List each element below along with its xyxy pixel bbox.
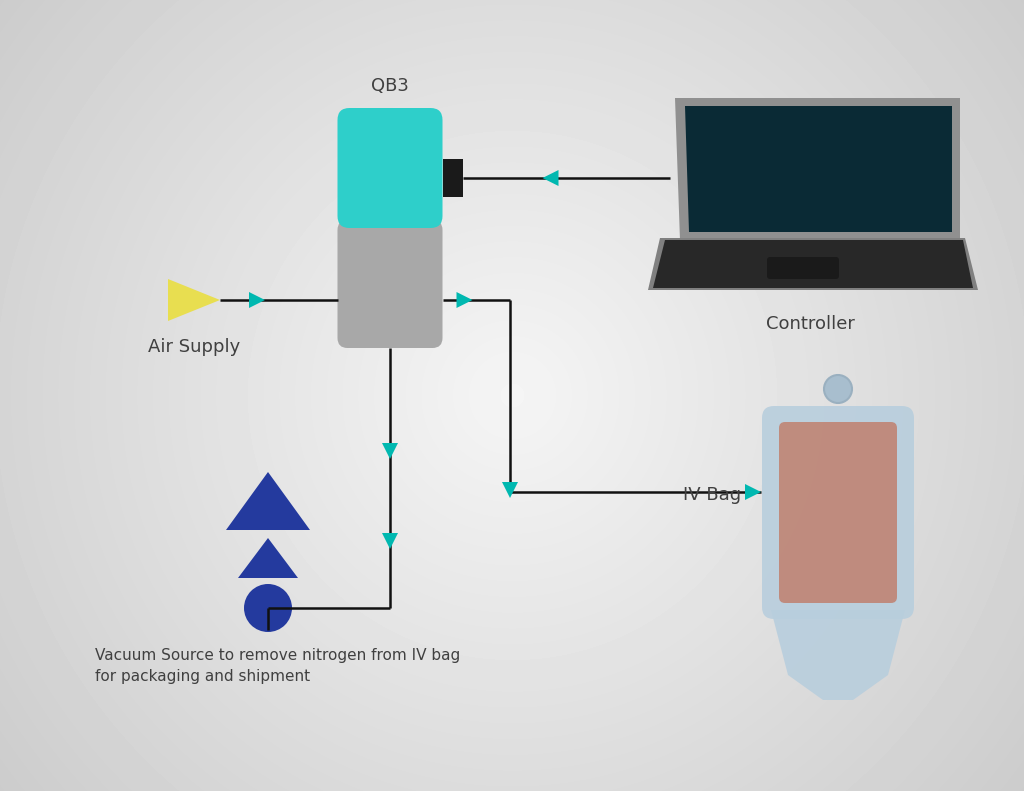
Polygon shape (238, 538, 298, 578)
Text: Controller: Controller (766, 315, 854, 333)
Polygon shape (382, 443, 398, 459)
Text: QB3: QB3 (371, 77, 409, 95)
FancyBboxPatch shape (338, 220, 442, 348)
Circle shape (824, 375, 852, 403)
FancyBboxPatch shape (762, 406, 914, 619)
Text: Vacuum Source to remove nitrogen from IV bag
for packaging and shipment: Vacuum Source to remove nitrogen from IV… (95, 648, 460, 684)
Polygon shape (543, 170, 558, 186)
Polygon shape (771, 610, 905, 700)
Text: Air Supply: Air Supply (148, 338, 241, 356)
Text: IV Bag: IV Bag (683, 486, 741, 504)
Polygon shape (382, 533, 398, 549)
Polygon shape (685, 106, 952, 232)
Polygon shape (249, 292, 265, 308)
FancyBboxPatch shape (779, 422, 897, 603)
FancyBboxPatch shape (767, 257, 839, 279)
Polygon shape (168, 279, 220, 321)
Polygon shape (226, 472, 310, 530)
FancyBboxPatch shape (338, 108, 442, 228)
Polygon shape (457, 292, 472, 308)
Polygon shape (648, 238, 978, 290)
Polygon shape (745, 484, 761, 500)
Bar (442, 159, 463, 197)
Polygon shape (653, 240, 973, 288)
Polygon shape (502, 482, 518, 498)
Circle shape (244, 584, 292, 632)
Polygon shape (675, 98, 961, 240)
